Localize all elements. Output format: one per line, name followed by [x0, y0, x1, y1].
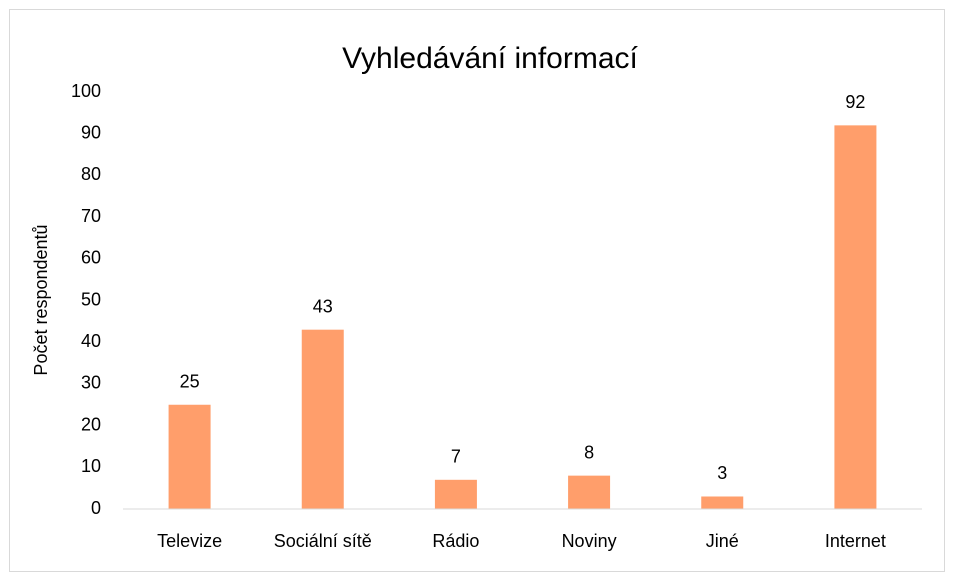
y-tick-label: 70: [81, 206, 101, 226]
data-label: 43: [313, 296, 333, 316]
y-axis-label: Počet respondentů: [31, 224, 51, 375]
bar: [701, 496, 744, 509]
x-tick-label: Sociální sítě: [274, 531, 372, 551]
y-tick-label: 60: [81, 248, 101, 268]
chart-title: Vyhledávání informací: [342, 42, 638, 75]
y-tick-label: 50: [81, 289, 101, 309]
x-tick-label: Noviny: [562, 531, 617, 551]
bar: [568, 475, 611, 509]
y-tick-label: 10: [81, 456, 101, 476]
data-label: 7: [451, 447, 461, 467]
y-tick-label: 30: [81, 373, 101, 393]
data-label: 8: [584, 442, 594, 462]
data-label: 92: [845, 92, 865, 112]
chart-border: [9, 9, 945, 572]
x-tick-label: Internet: [825, 531, 886, 551]
bar: [834, 125, 877, 510]
y-tick-label: 80: [81, 164, 101, 184]
y-tick-label: 100: [71, 81, 101, 101]
y-tick-label: 90: [81, 122, 101, 142]
data-label: 3: [717, 463, 727, 483]
y-tick-label: 20: [81, 414, 101, 434]
x-tick-label: Televize: [157, 531, 222, 551]
data-label: 25: [180, 372, 200, 392]
y-tick-label: 40: [81, 331, 101, 351]
bar: [301, 329, 344, 509]
bar: [168, 404, 211, 509]
x-tick-label: Jiné: [706, 531, 739, 551]
y-tick-label: 0: [91, 498, 101, 518]
bar: [434, 479, 477, 509]
x-tick-label: Rádio: [432, 531, 479, 551]
